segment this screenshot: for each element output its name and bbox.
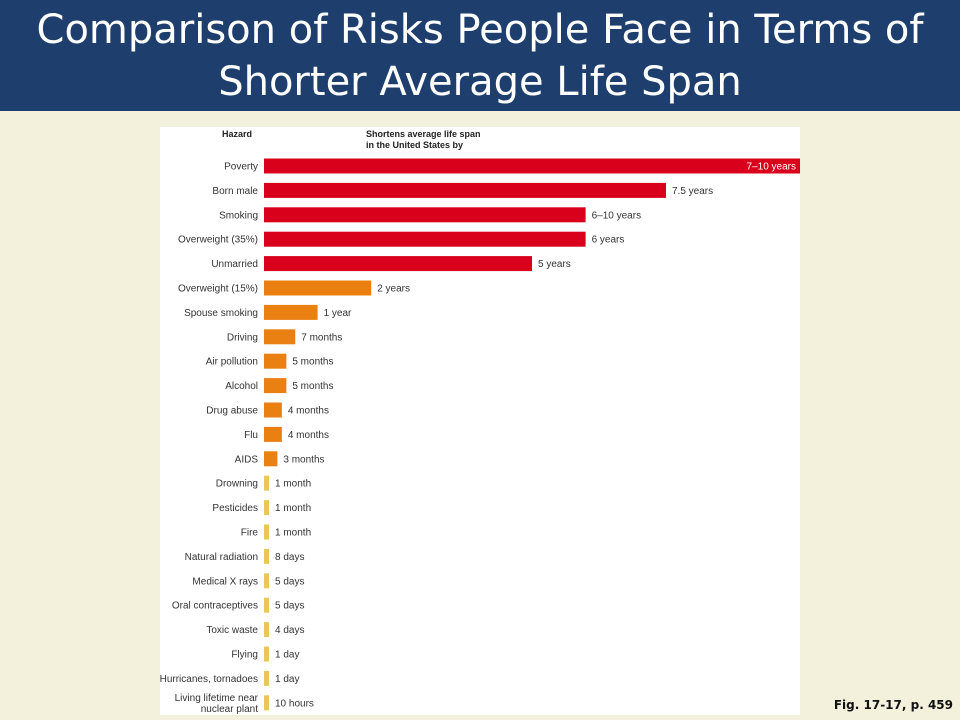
category-label: Oral contraceptives [172,601,258,612]
chart-panel: Hazard Shortens average life span in the… [160,127,800,715]
bar [264,378,287,394]
value-label: 5 years [538,259,571,270]
category-label: Driving [227,332,258,343]
category-label: Smoking [219,210,258,221]
value-label: 7 months [301,332,342,343]
bar [264,500,269,516]
value-label: 1 year [324,308,352,319]
bar [264,451,278,467]
bar [264,426,282,442]
category-label: Air pollution [206,357,258,368]
bar [264,670,269,686]
value-label: 6–10 years [592,210,641,221]
value-label: 1 month [275,528,311,539]
bar [264,353,287,369]
bar [264,475,269,491]
bar [264,573,269,589]
value-label: 1 day [275,674,299,685]
bar [264,695,269,711]
value-label: 5 days [275,576,304,587]
category-label: AIDS [235,454,259,465]
value-label: 7–10 years [747,162,796,173]
value-label: 1 day [275,650,299,661]
value-column-header-line1: Shortens average life span [366,129,481,139]
bar [264,329,296,345]
bar [264,622,269,638]
value-label: 4 days [275,625,304,636]
value-label: 1 month [275,503,311,514]
bar [264,646,269,662]
category-label: Poverty [224,162,258,173]
chart-rows: Poverty 7–10 years Born male 7.5 years Smoki… [160,158,800,715]
value-label: 5 months [292,357,333,368]
category-label: Hurricanes, tornadoes [160,674,258,685]
category-label: Toxic waste [206,625,258,636]
category-label: Spouse smoking [184,308,258,319]
category-label: Overweight (35%) [178,235,258,246]
value-label: 5 days [275,601,304,612]
value-label: 7.5 years [672,186,713,197]
category-label: Flu [244,430,258,441]
category-label: Pesticides [212,503,258,514]
bar [264,207,586,223]
category-label: Unmarried [211,259,258,270]
bar [264,597,269,613]
bar [264,402,282,418]
value-label: 4 months [288,406,329,417]
value-label: 3 months [283,454,324,465]
life-span-bar-chart: Hazard Shortens average life span in the… [160,129,800,715]
bar [264,256,532,272]
category-label: Alcohol [225,381,258,392]
bar [264,548,269,564]
bar [264,280,372,296]
category-label: Overweight (15%) [178,284,258,295]
bar [264,231,586,247]
title-banner: Comparison of Risks People Face in Terms… [0,0,960,111]
category-column-header: Hazard [222,129,252,139]
category-label: Drug abuse [206,406,258,417]
value-label: 5 months [292,381,333,392]
category-label: Born male [212,186,258,197]
value-label: 4 months [288,430,329,441]
value-label: 1 month [275,479,311,490]
bar [264,304,318,320]
category-label: Natural radiation [185,552,258,563]
bar [264,158,800,174]
bar [264,524,269,540]
value-label: 8 days [275,552,304,563]
category-label: Drowning [216,479,258,490]
category-label: Living lifetime near [175,693,259,704]
value-label: 2 years [377,284,410,295]
page-title: Comparison of Risks People Face in Terms… [36,7,924,105]
value-column-header-line2: in the United States by [366,140,463,150]
bar [264,182,666,198]
value-label: 10 hours [275,698,314,709]
category-label: Fire [241,528,259,539]
value-label: 6 years [592,235,625,246]
category-label: nuclear plant [201,704,258,715]
category-label: Medical X rays [192,576,258,587]
category-label: Flying [231,650,258,661]
figure-caption: Fig. 17-17, p. 459 [833,698,953,712]
